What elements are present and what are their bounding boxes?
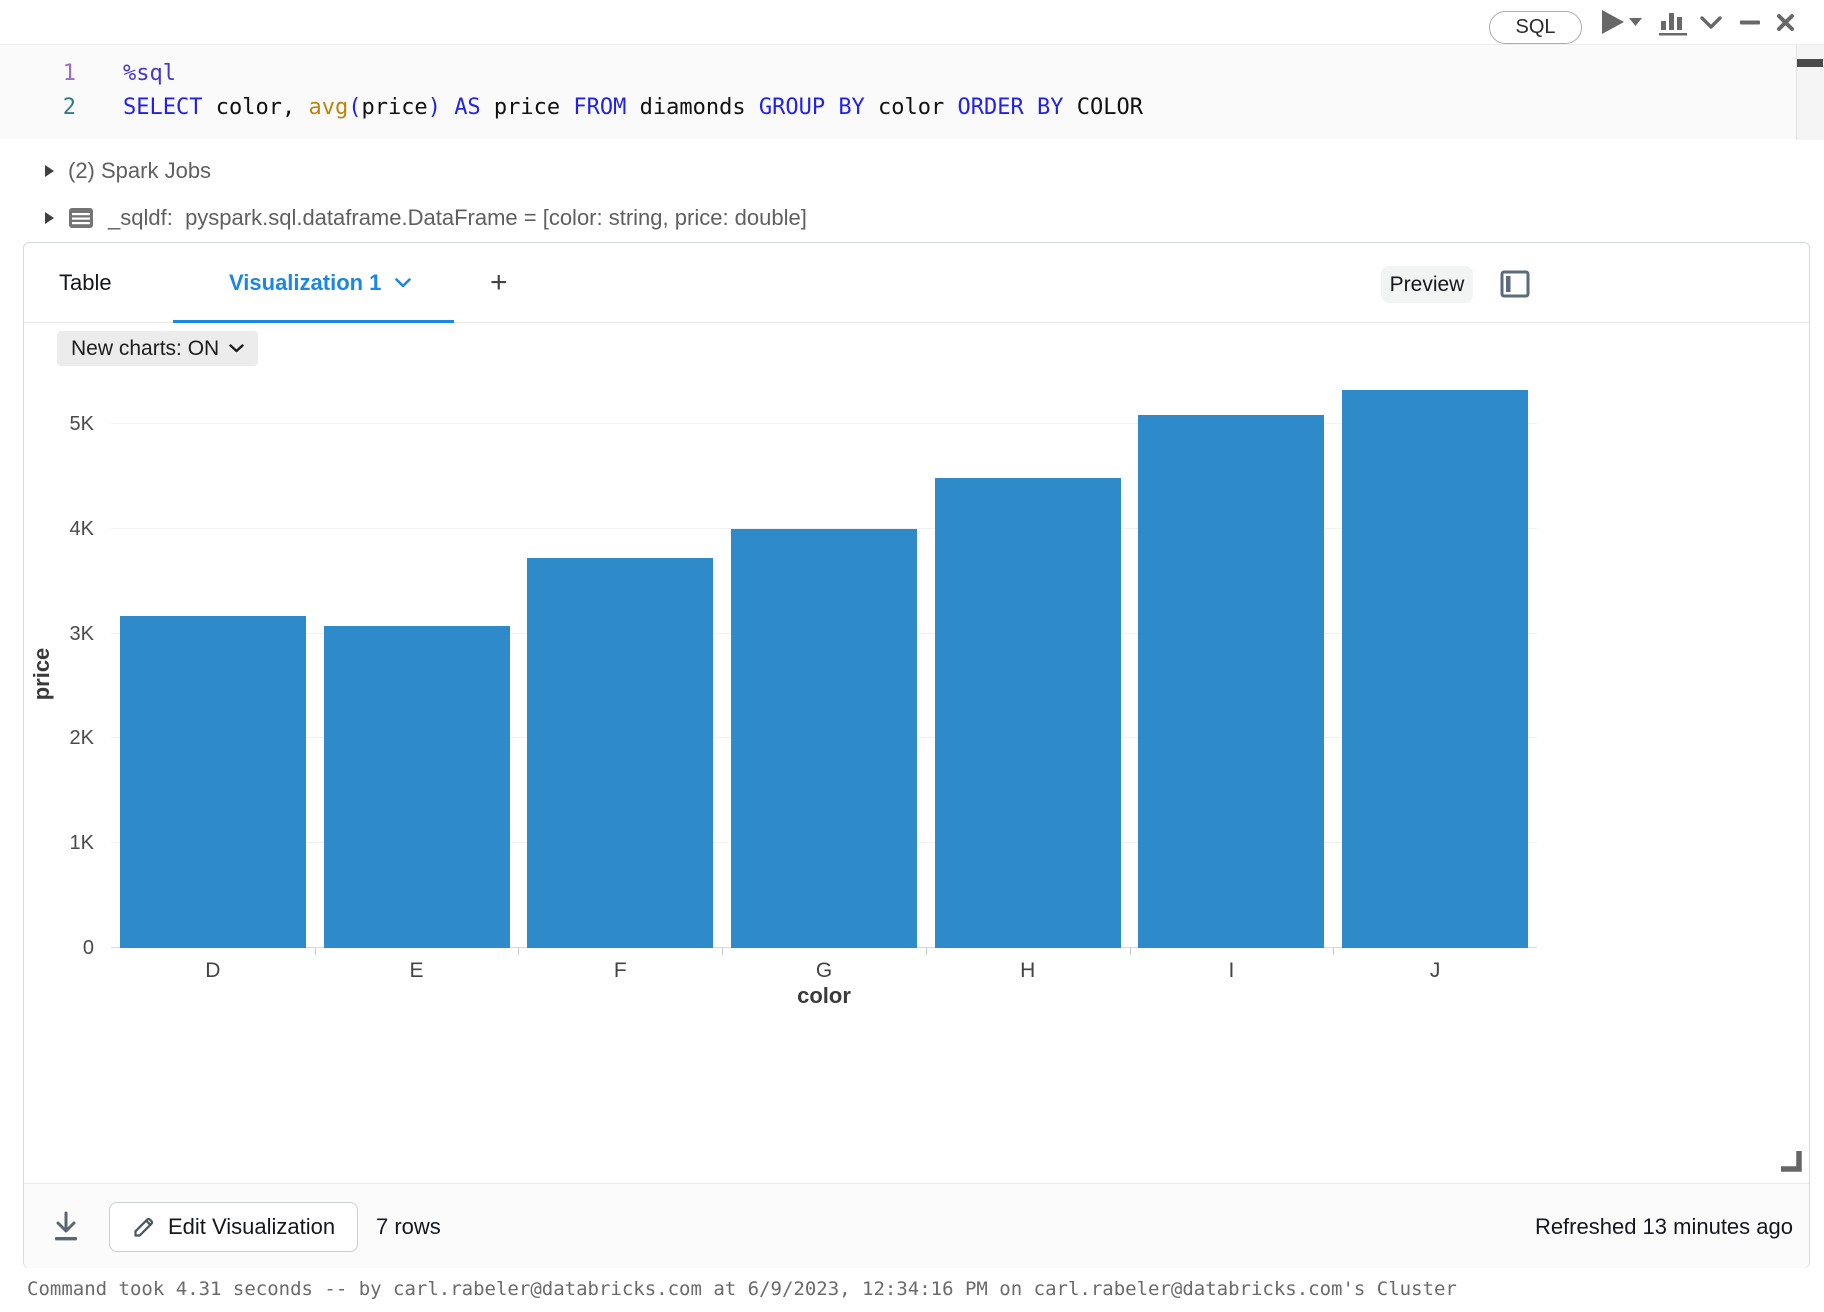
x-tick-label: F [613,959,627,982]
minimize-cell-button[interactable] [1736,0,1764,44]
x-tick-mark [518,948,520,955]
x-tick-mark [1129,948,1131,955]
side-panel-toggle-button[interactable] [1499,268,1531,300]
x-tick-label: E [409,959,424,982]
run-cell-button[interactable] [1598,0,1644,44]
x-tick-mark [314,948,316,955]
resize-corner-icon [1781,1151,1802,1172]
code-line[interactable]: 2 SELECT color, avg(price) AS price FROM … [0,91,1790,125]
x-tick-mark [722,948,724,955]
results-tabbar: Table Visualization 1 + Preview [24,243,1809,323]
row-count: 7 rows [376,1213,441,1239]
code-editor[interactable]: 1 %sql 2 SELECT color, avg(price) AS price … [0,44,1824,140]
pencil-icon [134,1217,154,1237]
sqldf-name[interactable]: _sqldf: [108,205,173,230]
x-tick-label: J [1429,959,1441,982]
y-axis-title: price [29,647,54,701]
collapse-cell-button[interactable] [1697,0,1725,44]
edit-visualization-label: Edit Visualization [168,1214,336,1239]
bar-D[interactable] [119,615,306,948]
chevron-down-icon [229,344,244,353]
play-icon [1602,10,1642,34]
bar-chart-plot [111,376,1537,948]
x-tick-mark [1333,948,1335,955]
download-icon [55,1211,77,1241]
y-tick-label: 5K [69,413,94,436]
cell-toolbar: SQL [0,0,1824,44]
add-visualization-button[interactable]: + [490,266,508,299]
expand-arrow-icon[interactable] [45,212,54,224]
x-tick-label: D [205,959,221,982]
sqldf-row: _sqldf: pyspark.sql.dataframe.DataFrame … [45,203,807,233]
results-footer: Edit Visualization 7 rows Refreshed 13 m… [24,1183,1809,1268]
x-tick-label: H [1020,959,1036,982]
tab-visualization-label: Visualization 1 [229,270,382,295]
refreshed-timestamp: Refreshed 13 minutes ago [1534,1213,1793,1239]
spark-jobs-label[interactable]: (2) Spark Jobs [68,158,212,183]
dataframe-table-icon [69,208,93,228]
chevron-down-icon [1700,15,1722,29]
chart-options-button[interactable] [1655,0,1693,44]
edit-visualization-button[interactable]: Edit Visualization [109,1202,359,1252]
bar-E[interactable] [323,625,510,948]
tab-visualization-1[interactable]: Visualization 1 [229,243,412,323]
command-status: Command took 4.31 seconds -- by carl.rab… [27,1278,1457,1300]
expand-arrow-icon[interactable] [45,165,54,177]
editor-scrollbar[interactable] [1796,45,1824,140]
close-icon [1776,13,1794,31]
bar-F[interactable] [527,557,714,948]
tab-table[interactable]: Table [59,270,112,295]
y-tick-label: 2K [69,727,94,750]
code-line[interactable]: 1 %sql [0,57,1790,91]
bar-J[interactable] [1342,390,1529,948]
y-tick-label: 1K [69,832,94,855]
y-tick-label: 0 [82,937,94,959]
line-number: 2 [62,95,76,120]
active-tab-underline [173,320,454,323]
language-badge[interactable]: SQL [1489,11,1582,44]
gridline [111,527,1537,529]
preview-button[interactable]: Preview [1381,266,1473,303]
chart-resize-handle[interactable] [1777,1147,1803,1173]
bar-I[interactable] [1138,414,1325,948]
x-axis-title: color [797,983,851,1008]
new-charts-label: New charts: ON [71,336,220,360]
new-charts-toggle[interactable]: New charts: ON [57,331,259,366]
editor-scrollbar-thumb[interactable] [1797,59,1823,67]
x-tick-label: I [1228,959,1235,982]
code-text: SELECT color, avg(price) AS price FROM d… [123,95,1143,120]
bar-H[interactable] [934,477,1121,948]
spark-jobs-row: (2) Spark Jobs [45,156,211,186]
y-tick-label: 4K [69,517,94,540]
x-tick-mark [925,948,927,955]
x-tick-label: G [815,959,833,982]
bar-chart-icon [1659,13,1687,36]
bar-G[interactable] [731,529,917,948]
minus-icon [1740,20,1760,24]
side-panel-icon [1500,270,1530,298]
gridline [111,423,1537,425]
chevron-down-icon [395,278,412,288]
y-tick-label: 3K [69,622,94,645]
code-text: %sql [123,61,176,86]
line-number: 1 [62,61,76,86]
download-results-button[interactable] [51,1211,83,1243]
sqldf-schema: pyspark.sql.dataframe.DataFrame = [color… [185,205,807,230]
close-cell-button[interactable] [1770,0,1800,44]
results-panel: Table Visualization 1 + Preview New char… [23,242,1810,1268]
